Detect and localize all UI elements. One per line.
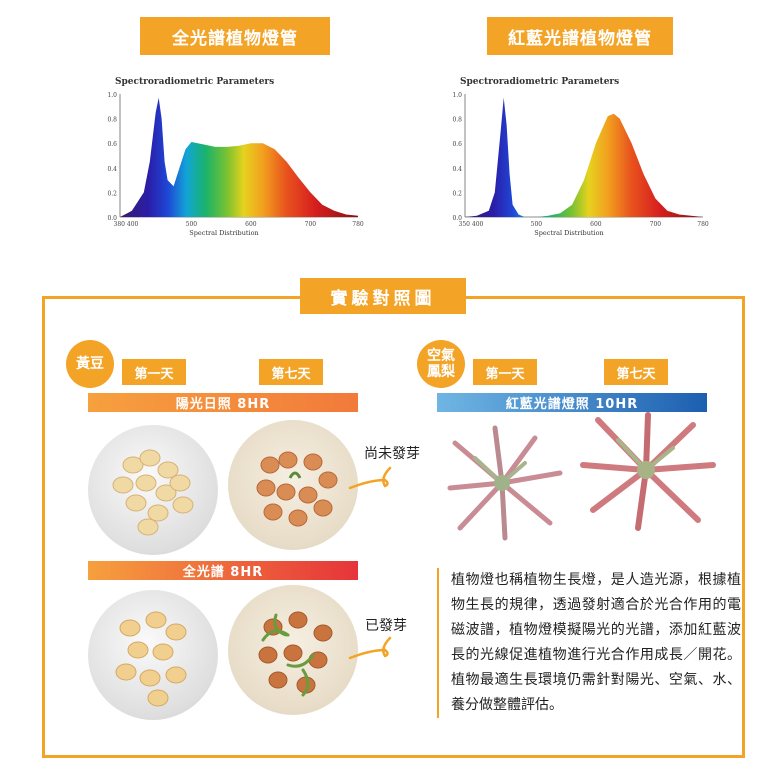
x-tick-label: 500: [531, 221, 543, 228]
airplant-label-line2: 鳳梨: [427, 364, 455, 380]
x-tick-label: 600: [590, 221, 602, 228]
full-spectrum-title: 全光譜植物燈管: [140, 17, 330, 55]
x-tick-label: 380 400: [114, 221, 139, 228]
spectrum-area: [120, 97, 358, 217]
soybean-day7-sun-photo: [228, 420, 358, 550]
y-tick-label: 0.8: [107, 117, 117, 124]
airplant-label-line1: 空氣: [427, 348, 455, 364]
spectrum-area: [465, 97, 703, 217]
y-tick-label: 0.0: [452, 215, 462, 222]
y-tick-label: 0.6: [107, 141, 117, 148]
soybeans-dry-image: [112, 449, 194, 536]
y-tick-label: 0.2: [452, 190, 462, 197]
x-tick-label: 780: [352, 221, 364, 228]
not-sprouted-arrow-icon: [348, 466, 392, 490]
x-tick-label: 350 400: [459, 221, 484, 228]
full-spectrum-bar: 全光譜 8HR: [88, 561, 358, 580]
chart-title: Spectroradiometric Parameters: [115, 77, 274, 87]
full-spectrum-svg: Spectroradiometric Parameters 0.0 0.2 0.4 0.…: [107, 77, 364, 237]
y-tick-label: 0.8: [452, 117, 462, 124]
soybean-day1-tag: 第一天: [122, 359, 186, 385]
experiment-title: 實驗對照圖: [300, 278, 466, 314]
airplant-tag-text: 空氣 鳳梨: [427, 348, 455, 380]
x-tick-label: 780: [697, 221, 709, 228]
red-blue-spectrum-chart: Spectroradiometric Parameters 0.0 0.2 0.4 0.…: [445, 72, 715, 252]
soybeans-sprouted-image: [258, 611, 333, 697]
y-tick-label: 1.0: [452, 92, 462, 99]
airplant-day7-tag: 第七天: [604, 359, 668, 385]
y-tick-label: 0.2: [107, 190, 117, 197]
full-spectrum-chart: Spectroradiometric Parameters 0.0 0.2 0.4 0.…: [100, 72, 370, 252]
airplant-day1-image: [447, 425, 563, 541]
soybeans-dry-image-2: [115, 611, 187, 707]
x-tick-label: 700: [305, 221, 317, 228]
airplant-day1-tag: 第一天: [473, 359, 537, 385]
y-tick-label: 1.0: [107, 92, 117, 99]
x-tick-label: 500: [186, 221, 198, 228]
red-blue-bar: 紅藍光譜燈照 10HR: [437, 393, 707, 412]
y-tick-label: 0.4: [452, 166, 462, 173]
x-tick-label: 600: [245, 221, 257, 228]
not-sprouted-note: 尚未發芽: [364, 446, 420, 462]
y-tick-label: 0.6: [452, 141, 462, 148]
chart-title: Spectroradiometric Parameters: [460, 77, 619, 87]
airplant-day7-image: [580, 412, 716, 531]
x-axis-label: Spectral Distribution: [189, 229, 258, 237]
red-blue-spectrum-title: 紅藍光譜植物燈管: [487, 17, 673, 55]
red-blue-spectrum-svg: Spectroradiometric Parameters 0.0 0.2 0.4 0.…: [452, 77, 709, 237]
soybean-day7-tag: 第七天: [259, 359, 323, 385]
x-axis-label: Spectral Distribution: [534, 229, 603, 237]
airplant-tag: 空氣 鳳梨: [417, 340, 465, 388]
y-tick-label: 0.0: [107, 215, 117, 222]
soybean-tag: 黃豆: [66, 340, 114, 388]
soybean-day1-sun-photo: [88, 425, 218, 555]
sprouted-note: 已發芽: [365, 618, 407, 634]
description-text: 植物燈也稱植物生長燈，是人造光源，根據植物生長的規律，透過發射適合於光合作用的電…: [437, 568, 741, 718]
sprouted-arrow-icon: [348, 636, 392, 660]
soybean-day1-full-photo: [88, 590, 218, 720]
x-tick-label: 700: [650, 221, 662, 228]
soybean-day7-full-photo: [228, 585, 358, 715]
sunlight-bar: 陽光日照 8HR: [88, 393, 358, 412]
soybeans-soaked-image: [256, 451, 338, 527]
y-tick-label: 0.4: [107, 166, 117, 173]
